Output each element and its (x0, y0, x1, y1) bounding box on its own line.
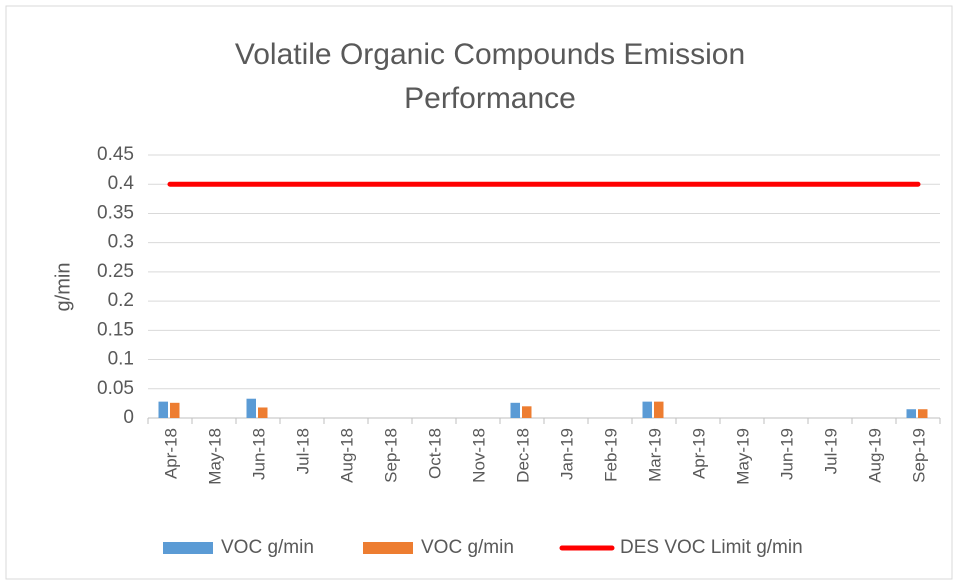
bar (522, 406, 532, 418)
y-tick-label: 0 (123, 407, 134, 428)
x-tick-label: Jun-18 (249, 428, 268, 480)
bar (158, 401, 168, 418)
bar (918, 409, 928, 418)
y-tick-label: 0.3 (108, 232, 134, 253)
bar (246, 398, 256, 418)
x-tick-label: May-19 (733, 428, 752, 485)
x-tick-label: Jul-19 (821, 428, 840, 474)
legend-swatch (363, 542, 413, 554)
legend-swatch (163, 542, 213, 554)
y-tick-label: 0.25 (97, 261, 134, 282)
y-axis-label: g/min (52, 263, 74, 312)
x-tick-label: Apr-19 (689, 428, 708, 479)
x-tick-label: Sep-19 (909, 428, 928, 483)
y-tick-label: 0.4 (108, 173, 135, 194)
x-tick-label: Oct-18 (425, 428, 444, 479)
x-tick-label: May-18 (205, 428, 224, 485)
x-tick-label: Mar-19 (645, 428, 664, 482)
y-tick-label: 0.15 (97, 319, 134, 340)
bar (510, 402, 520, 418)
y-tick-label: 0.1 (108, 349, 134, 370)
bar (654, 401, 664, 418)
legend-label: VOC g/min (221, 537, 314, 558)
bar (170, 402, 180, 418)
x-tick-label: Jun-19 (777, 428, 796, 480)
x-tick-label: Jan-19 (557, 428, 576, 480)
x-tick-label: Feb-19 (601, 428, 620, 482)
chart-title: Performance (404, 82, 576, 115)
x-tick-label: Sep-18 (381, 428, 400, 483)
x-tick-label: Jul-18 (293, 428, 312, 474)
bar (906, 409, 916, 418)
legend-label: VOC g/min (421, 537, 514, 558)
bar (258, 407, 268, 418)
legend-label: DES VOC Limit g/min (620, 537, 803, 558)
y-tick-label: 0.45 (97, 144, 134, 165)
x-tick-label: Aug-18 (337, 428, 356, 483)
x-tick-label: Apr-18 (161, 428, 180, 479)
y-tick-label: 0.2 (108, 290, 134, 311)
x-tick-label: Nov-18 (469, 428, 488, 483)
chart-title: Volatile Organic Compounds Emission (235, 38, 745, 71)
x-tick-label: Aug-19 (865, 428, 884, 483)
bar (642, 401, 652, 418)
chart-border (5, 5, 953, 580)
y-tick-label: 0.05 (97, 378, 134, 399)
y-tick-label: 0.35 (97, 202, 134, 223)
x-tick-label: Dec-18 (513, 428, 532, 483)
